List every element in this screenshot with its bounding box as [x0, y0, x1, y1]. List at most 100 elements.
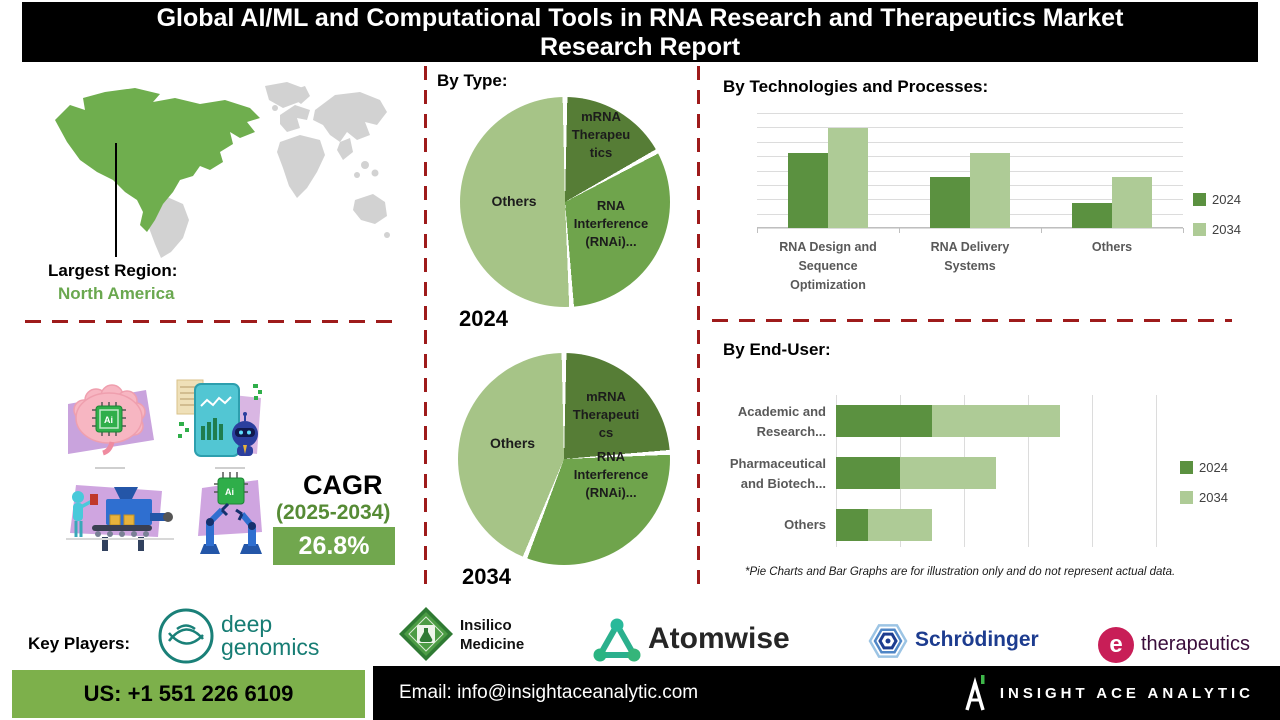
pie-2034-graphic	[458, 353, 670, 565]
insight-ace-logo-icon	[965, 675, 985, 711]
by-tech-heading: By Technologies and Processes:	[723, 77, 989, 96]
enduser-category-1: Pharmaceutical and Biotech...	[729, 456, 826, 491]
ai-analysis-illustration	[176, 379, 262, 457]
by-type-heading: By Type:	[437, 71, 508, 90]
svg-text:Ai: Ai	[104, 415, 113, 425]
legend-label-2034: 2034	[1199, 490, 1228, 505]
footer-phone: US: +1 551 226 6109	[83, 681, 294, 706]
deep-genomics-icon	[158, 608, 214, 664]
enduser-bar-2034-0	[932, 405, 1060, 437]
legend-swatch-2034	[1180, 491, 1193, 504]
map-europe	[280, 105, 310, 132]
tech-legend-2034: 2034	[1193, 222, 1241, 237]
ai-brain-illustration: Ai	[68, 384, 154, 456]
svg-text:Ai: Ai	[225, 487, 234, 497]
robotic-arms-illustration: Ai	[198, 472, 262, 554]
ai-factory-illustration	[66, 485, 174, 551]
footer-phone-box: US: +1 551 226 6109	[12, 670, 365, 718]
enduser-bar-2034-1	[900, 457, 996, 489]
pie-2024-graphic	[460, 97, 670, 307]
illustration-divider	[95, 467, 125, 469]
schrodinger-logo: Schrödinger	[915, 628, 1039, 651]
etherapeutics-logo: therapeutics	[1141, 633, 1250, 655]
enduser-bar-2024-1	[836, 457, 900, 489]
map-north-america-highlight	[55, 88, 260, 232]
pie-2034-label-mrna: mRNA Therapeuti cs	[572, 389, 640, 441]
legend-label-2024: 2024	[1212, 192, 1241, 207]
atomwise-icon	[593, 618, 641, 662]
tech-bar-2034-2	[1112, 177, 1152, 228]
insilico-medicine-logo: Insilico Medicine	[460, 617, 524, 655]
cagr-label: CAGR	[303, 470, 383, 500]
enduser-plot	[836, 395, 1158, 547]
legend-swatch-2024	[1193, 193, 1206, 206]
tech-bar-2034-1	[970, 153, 1010, 228]
disclaimer-note: *Pie Charts and Bar Graphs are for illus…	[745, 566, 1176, 578]
map-africa	[277, 135, 325, 198]
by-enduser-heading: By End-User:	[723, 340, 831, 359]
gridline	[757, 127, 1183, 129]
axis-tick	[899, 228, 900, 233]
enduser-legend-2034: 2034	[1180, 490, 1228, 505]
schrodinger-icon	[868, 624, 908, 658]
world-map	[55, 82, 390, 258]
legend-label-2024: 2024	[1199, 460, 1228, 475]
enduser-category-0: Academic and Research...	[737, 404, 826, 439]
pie-chart-2024: mRNA Therapeu tics RNA Interference (RNA…	[455, 92, 675, 312]
axis-tick	[1183, 228, 1184, 233]
axis-tick	[1041, 228, 1042, 233]
gridline	[757, 113, 1183, 114]
map-pointer-line	[115, 143, 117, 257]
tech-plot	[757, 113, 1184, 233]
left-divider	[25, 320, 397, 323]
map-asia	[313, 92, 387, 142]
gridline	[757, 228, 1183, 229]
tech-category-1: RNA Delivery Systems	[930, 240, 1010, 273]
cagr-period: (2025-2034)	[276, 501, 391, 524]
insight-ace-brand: INSIGHT ACE ANALYTIC	[964, 675, 1254, 711]
legend-swatch-2024	[1180, 461, 1193, 474]
insilico-line1: Insilico	[460, 617, 512, 634]
atomwise-logo: Atomwise	[648, 622, 790, 655]
gridline	[1028, 395, 1029, 547]
footer-email: Email: info@insightaceanalytic.com	[399, 682, 699, 703]
report-title-line2: Research Report	[539, 33, 741, 61]
enduser-bar-2024-2	[836, 509, 868, 541]
map-greenland	[265, 82, 303, 108]
enduser-category-2: Others	[784, 517, 826, 532]
report-title: Global AI/ML and Computational Tools in …	[22, 2, 1258, 62]
tech-chart: By Technologies and Processes: RNA Desig…	[710, 62, 1255, 320]
cagr-value: 26.8%	[298, 531, 370, 560]
gridline	[1092, 395, 1093, 547]
pie-2024-label-mrna: mRNA Therapeu tics	[571, 109, 631, 161]
tech-bar-2034-0	[828, 127, 868, 228]
right-divider	[712, 319, 1232, 322]
map-india	[337, 138, 353, 160]
tech-bar-2024-1	[930, 177, 970, 228]
enduser-legend-2024: 2024	[1180, 460, 1228, 475]
tech-bar-2024-2	[1072, 202, 1112, 228]
map-australia	[353, 194, 387, 224]
report-title-line1: Global AI/ML and Computational Tools in …	[156, 4, 1124, 32]
pie-chart-2034: mRNA Therapeuti cs RNA Interference (RNA…	[453, 348, 675, 570]
footer-bar: Email: info@insightaceanalytic.com INSIG…	[373, 666, 1280, 720]
tech-bar-2024-0	[788, 153, 828, 228]
largest-region-label: Largest Region:	[48, 261, 178, 280]
pie-2034-label-rnai: RNA Interference (RNAi)...	[573, 449, 649, 501]
axis-tick	[757, 228, 758, 233]
map-scandinavia	[293, 86, 310, 104]
cagr-value-box: 26.8%	[273, 527, 395, 565]
gridline	[1156, 395, 1157, 547]
enduser-chart: By End-User: Academic and Research... Ph…	[710, 330, 1255, 592]
key-players-label: Key Players:	[28, 634, 131, 653]
illustration-divider	[215, 467, 245, 469]
divider-right	[697, 66, 700, 594]
deep-genomics-logo: deep genomics	[221, 612, 320, 661]
deep-genomics-line2: genomics	[221, 634, 320, 661]
ai-illustrations: Ai	[55, 370, 325, 570]
pie-2024-label-rnai: RNA Interference (RNAi)...	[573, 198, 649, 250]
largest-region-value: North America	[58, 284, 175, 303]
legend-swatch-2034	[1193, 223, 1206, 236]
insilico-line2: Medicine	[460, 635, 525, 653]
pie-2024-label-others: Others	[491, 193, 537, 209]
